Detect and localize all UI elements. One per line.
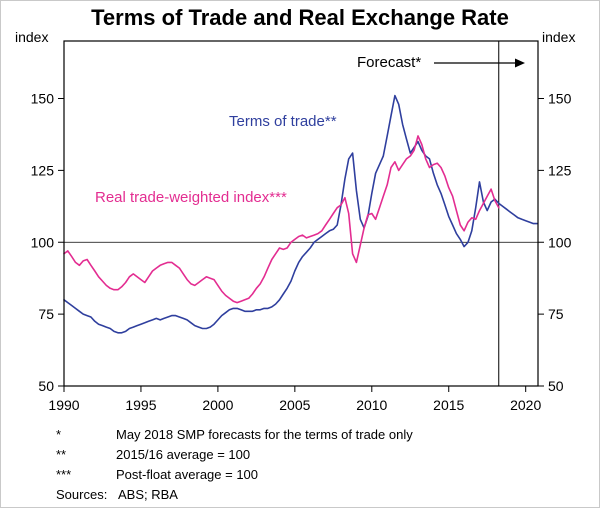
y-tick-label-left: 150 [31,91,55,107]
footnote-row: *** Post-float average = 100 [56,465,413,485]
footnote-marker: *** [56,467,72,482]
y-tick-label-right: 100 [548,234,572,250]
y-tick-label-left: 100 [31,234,55,250]
y-tick-label-left: 125 [31,162,55,178]
y-tick-label-right: 125 [548,162,572,178]
y-tick-label-right: 50 [548,378,564,394]
footnote-marker: ** [56,447,67,462]
sources-line: Sources: ABS; RBA [56,487,178,502]
footnote-marker: * [56,427,62,442]
y-axis-unit-right: index [542,29,576,45]
y-tick-label-left: 50 [38,378,54,394]
x-tick-label: 1990 [48,397,79,413]
real-twi-series-label: Real trade-weighted index*** [95,189,287,206]
footnote-text: Post-float average = 100 [116,467,259,482]
y-tick-label-left: 75 [38,306,54,322]
forecast-annotation: Forecast* [357,54,422,71]
terms-of-trade-series-label: Terms of trade** [229,113,337,130]
real-twi-line [63,135,500,304]
terms-of-trade-line [63,94,539,334]
footnote-row: * May 2018 SMP forecasts for the terms o… [56,425,413,445]
plot-border [63,40,539,387]
forecast-arrowhead-icon [515,58,525,68]
x-tick-label: 2015 [433,397,464,413]
footnote-text: 2015/16 average = 100 [116,447,251,462]
chart-title: Terms of Trade and Real Exchange Rate [91,5,509,30]
y-tick-label-right: 150 [548,91,572,107]
x-tick-label: 2005 [279,397,310,413]
x-tick-label: 2000 [202,397,233,413]
x-tick-label: 2010 [356,397,387,413]
y-axis-unit-left: index [15,29,49,45]
footnote-row: ** 2015/16 average = 100 [56,445,413,465]
footnote-text: May 2018 SMP forecasts for the terms of … [116,427,413,442]
footnotes: * May 2018 SMP forecasts for the terms o… [56,425,413,485]
x-tick-label: 2020 [510,397,541,413]
sources-label: Sources: [56,487,108,502]
y-tick-label-right: 75 [548,306,564,322]
sources-value: ABS; RBA [118,487,178,502]
x-tick-label: 1995 [125,397,156,413]
